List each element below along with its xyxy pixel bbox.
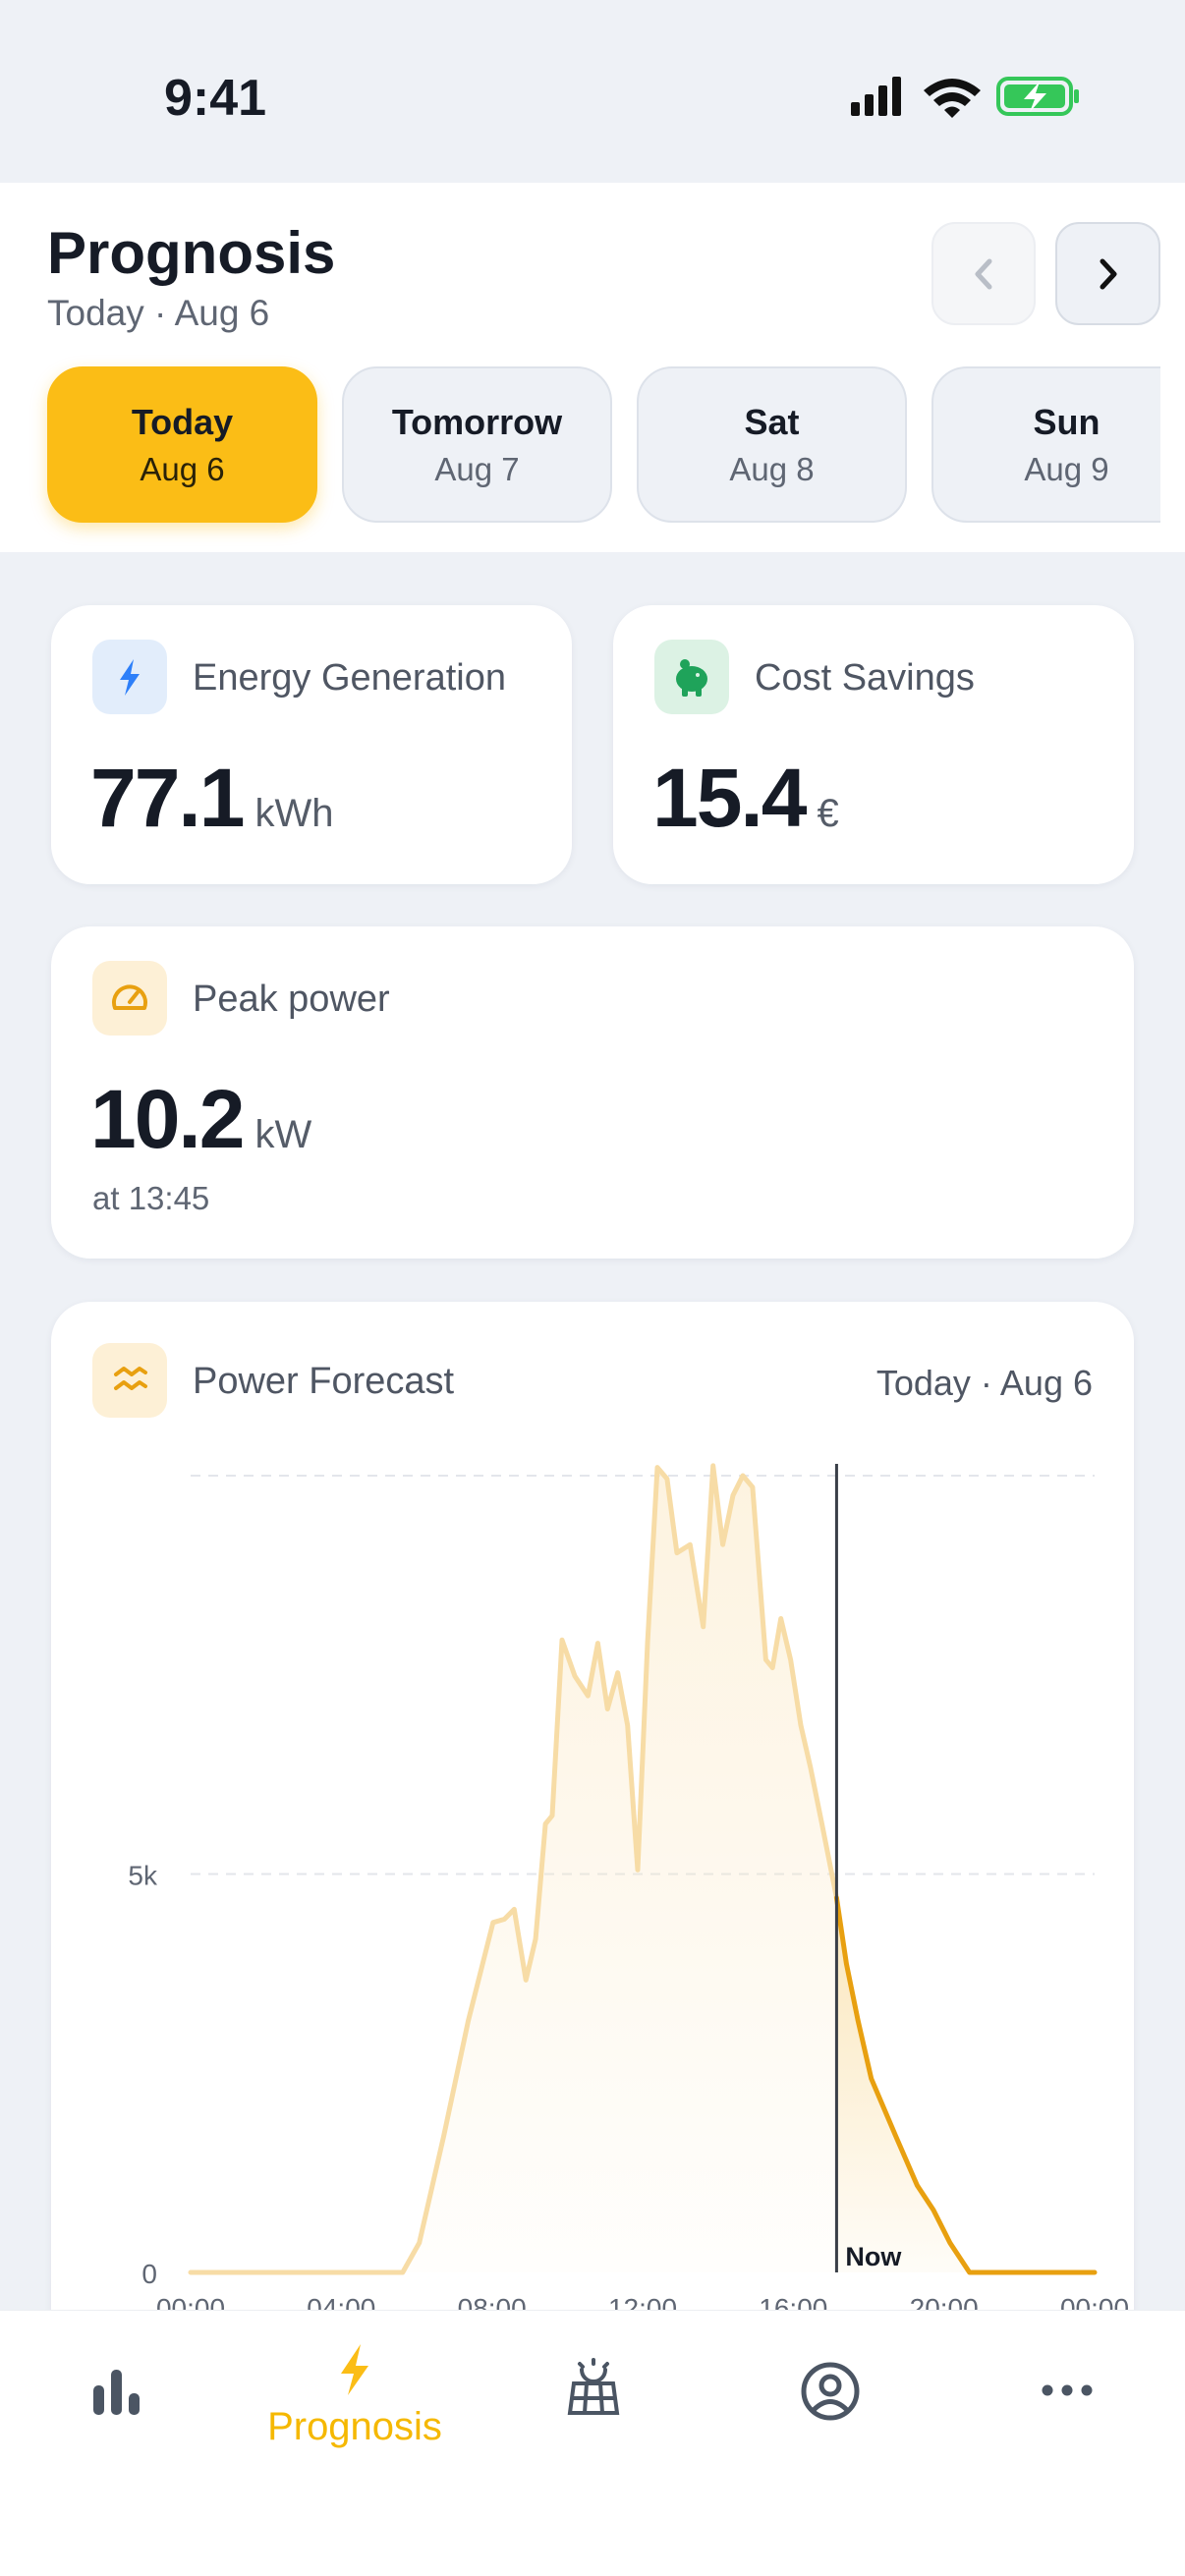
tab-date: Aug 7 xyxy=(434,451,520,487)
peak-time: at 13:45 xyxy=(92,1180,210,1216)
value-number: 10.2 xyxy=(90,1073,245,1165)
value-unit: € xyxy=(817,792,839,835)
savings-icon xyxy=(654,640,729,714)
prev-button[interactable] xyxy=(931,222,1036,325)
area-fill xyxy=(191,1465,837,2272)
tab-date: Aug 6 xyxy=(140,451,225,487)
bottom-nav: Prognosis xyxy=(0,2311,1185,2576)
card-value: 77.1 kWh xyxy=(90,751,334,846)
page-subtitle: Today · Aug 6 xyxy=(47,293,270,333)
savings-card: Cost Savings 15.4 € xyxy=(613,605,1134,884)
forecast-icon xyxy=(92,1343,167,1418)
nav-stats[interactable] xyxy=(87,2362,146,2421)
value-unit: kWh xyxy=(254,792,334,835)
nav-active-label[interactable]: Prognosis xyxy=(267,2405,442,2448)
tab-day: Sat xyxy=(744,402,800,442)
page-title: Prognosis xyxy=(47,220,336,286)
day-tab[interactable]: Sun Aug 9 xyxy=(931,366,1160,523)
next-button[interactable] xyxy=(1055,222,1160,325)
now-label: Now xyxy=(845,2242,902,2271)
day-tab[interactable]: Tomorrow Aug 7 xyxy=(342,366,612,523)
day-tab[interactable]: Sat Aug 8 xyxy=(637,366,907,523)
chart-subtitle: Today · Aug 6 xyxy=(875,1363,1093,1403)
value-number: 77.1 xyxy=(90,752,245,844)
peak-icon xyxy=(92,961,167,1036)
nav-solar[interactable] xyxy=(562,2358,625,2421)
prev-icon xyxy=(975,258,992,290)
tab-day: Tomorrow xyxy=(391,402,563,442)
nav-profile[interactable] xyxy=(799,2360,862,2423)
value-unit: kW xyxy=(254,1113,312,1156)
tab-date: Aug 9 xyxy=(1024,451,1109,487)
nav-more[interactable] xyxy=(1038,2376,1097,2405)
forecast-line xyxy=(188,1463,839,2275)
value-number: 15.4 xyxy=(652,752,807,844)
y-tick-label: 0 xyxy=(141,2259,157,2289)
forecast-card: Power Forecast Today · Aug 6 xyxy=(51,1302,1134,2481)
tab-day: Sun xyxy=(1033,402,1100,442)
nav-prognosis[interactable] xyxy=(325,2340,384,2399)
card-value: 15.4 € xyxy=(652,751,839,846)
chart-title: Power Forecast xyxy=(193,1361,455,1402)
next-icon xyxy=(1100,258,1117,290)
tab-date: Aug 8 xyxy=(729,451,815,487)
card-label: Cost Savings xyxy=(755,657,975,699)
energy-card: Energy Generation 77.1 kWh xyxy=(51,605,572,884)
card-label: Peak power xyxy=(193,979,390,1020)
area-fill xyxy=(836,1897,1095,2272)
card-label: Energy Generation xyxy=(193,657,506,699)
y-tick-label: 5k xyxy=(128,1861,158,1891)
status-icons xyxy=(851,77,1079,118)
energy-icon xyxy=(92,640,167,714)
status-bar: 9:41 xyxy=(0,0,1185,183)
status-time: 9:41 xyxy=(164,70,267,127)
peak-card: Peak power 10.2 kW at 13:45 xyxy=(51,926,1134,1259)
card-value: 10.2 kW xyxy=(90,1072,311,1167)
tab-day: Today xyxy=(131,402,234,442)
forecast-line xyxy=(833,1895,1098,2275)
day-tab[interactable]: Today Aug 6 xyxy=(47,366,317,523)
day-tabs: Today Aug 6 Tomorrow Aug 7 Sat Aug 8 Sun Aug… xyxy=(0,183,1160,552)
